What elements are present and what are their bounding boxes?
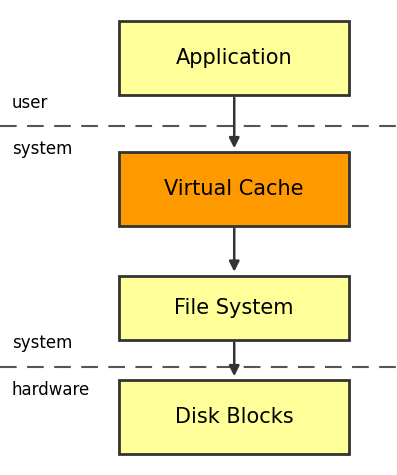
Text: File System: File System	[174, 297, 294, 318]
Text: system: system	[12, 140, 72, 158]
Text: Application: Application	[176, 48, 293, 68]
Text: system: system	[12, 334, 72, 352]
Text: Virtual Cache: Virtual Cache	[164, 179, 304, 199]
Bar	[119, 21, 349, 95]
Bar	[119, 380, 349, 454]
Bar	[119, 152, 349, 226]
Text: hardware: hardware	[12, 381, 90, 399]
Text: user: user	[12, 94, 48, 112]
Text: Disk Blocks: Disk Blocks	[175, 407, 293, 427]
Bar	[119, 276, 349, 340]
